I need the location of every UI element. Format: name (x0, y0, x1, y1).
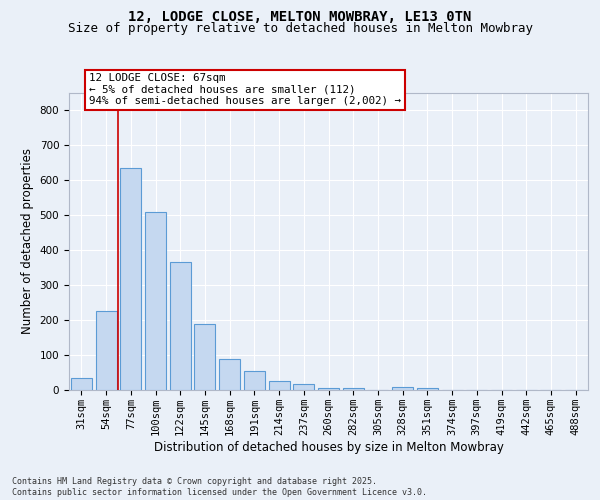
Bar (269, 381, 290, 390)
Text: 12, LODGE CLOSE, MELTON MOWBRAY, LE13 0TN: 12, LODGE CLOSE, MELTON MOWBRAY, LE13 0T… (128, 10, 472, 24)
Text: Contains HM Land Registry data © Crown copyright and database right 2025.
Contai: Contains HM Land Registry data © Crown c… (12, 478, 427, 497)
Bar (95, 311, 116, 390)
Bar (244, 371, 265, 390)
Bar (170, 262, 191, 390)
Bar (293, 384, 314, 390)
Bar (145, 212, 166, 390)
Bar (71, 378, 92, 390)
Text: 12 LODGE CLOSE: 67sqm
← 5% of detached houses are smaller (112)
94% of semi-deta: 12 LODGE CLOSE: 67sqm ← 5% of detached h… (89, 74, 401, 106)
Bar (392, 387, 413, 390)
Bar (417, 388, 438, 390)
X-axis label: Distribution of detached houses by size in Melton Mowbray: Distribution of detached houses by size … (154, 440, 503, 454)
Bar (120, 168, 141, 390)
Bar (194, 324, 215, 390)
Bar (318, 388, 339, 390)
Bar (343, 388, 364, 390)
Bar (219, 359, 240, 390)
Text: Size of property relative to detached houses in Melton Mowbray: Size of property relative to detached ho… (67, 22, 533, 35)
Y-axis label: Number of detached properties: Number of detached properties (21, 148, 34, 334)
